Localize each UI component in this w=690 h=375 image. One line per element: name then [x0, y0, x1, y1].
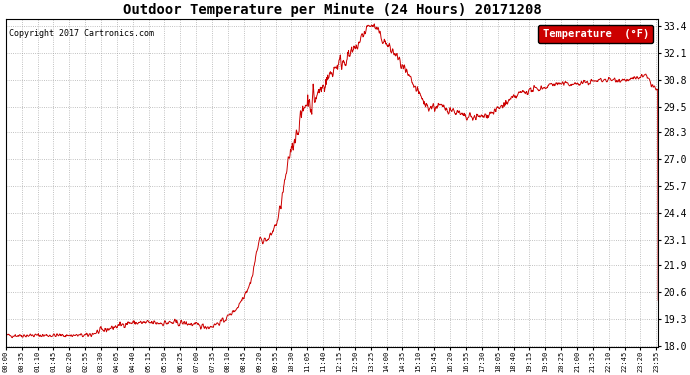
Title: Outdoor Temperature per Minute (24 Hours) 20171208: Outdoor Temperature per Minute (24 Hours… [123, 3, 542, 17]
Legend: Temperature  (°F): Temperature (°F) [538, 25, 653, 43]
Text: Copyright 2017 Cartronics.com: Copyright 2017 Cartronics.com [9, 29, 154, 38]
